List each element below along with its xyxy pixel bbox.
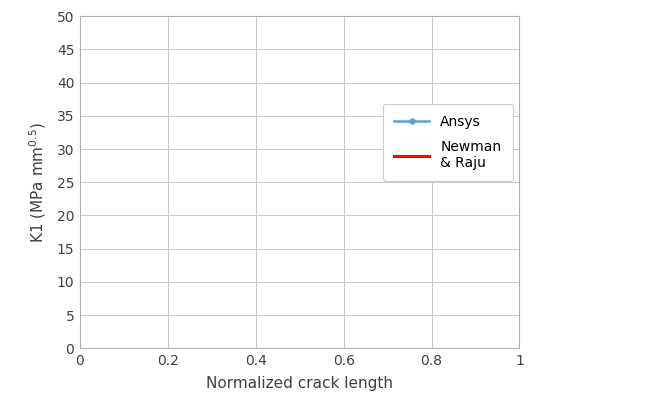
X-axis label: Normalized crack length: Normalized crack length (206, 376, 393, 391)
Legend: Ansys, Newman
& Raju: Ansys, Newman & Raju (384, 104, 513, 181)
Ansys (348, 0, 356, 5)
Newman
& Raju (338, 8, 346, 13)
Ansys (282, 7, 290, 12)
Newman
& Raju (295, 11, 303, 16)
Newman
& Raju (346, 6, 354, 11)
Y-axis label: K1 (MPa mm$^{0.5}$): K1 (MPa mm$^{0.5}$) (28, 122, 49, 243)
Newman
& Raju (339, 8, 347, 13)
Ansys (270, 3, 278, 8)
Line: Ansys: Ansys (77, 0, 522, 12)
Line: Newman
& Raju: Newman & Raju (80, 0, 519, 13)
